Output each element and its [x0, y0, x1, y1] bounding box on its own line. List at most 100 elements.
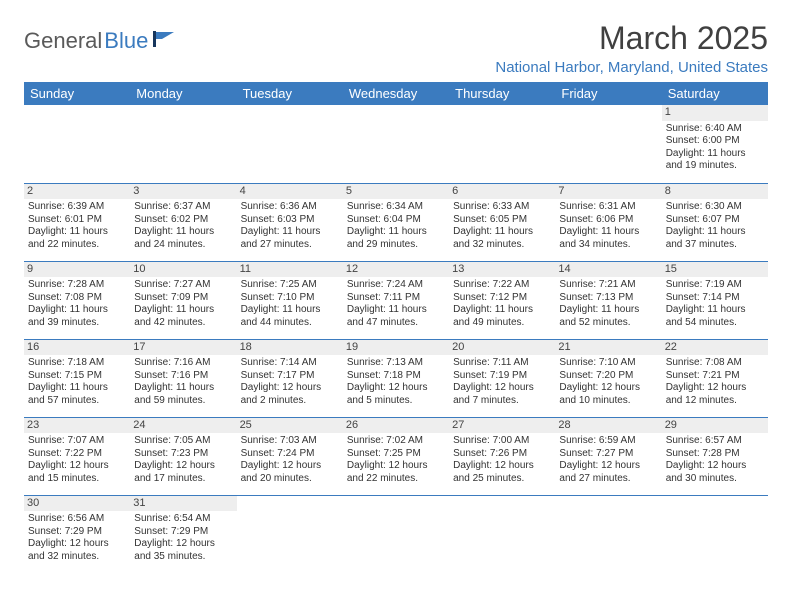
logo-flag-icon: [152, 29, 178, 54]
daylight-text: Daylight: 11 hours: [241, 304, 339, 317]
daylight-text: and 52 minutes.: [559, 317, 657, 330]
calendar-row: 30Sunrise: 6:56 AMSunset: 7:29 PMDayligh…: [24, 495, 768, 573]
sunrise-text: Sunrise: 7:13 AM: [347, 357, 445, 370]
daylight-text: Daylight: 11 hours: [666, 148, 764, 161]
day-number: 23: [24, 418, 130, 434]
daylight-text: Daylight: 12 hours: [241, 382, 339, 395]
sunrise-text: Sunrise: 7:21 AM: [559, 279, 657, 292]
daylight-text: and 7 minutes.: [453, 395, 551, 408]
weekday-header: Wednesday: [343, 82, 449, 105]
calendar-cell: 4Sunrise: 6:36 AMSunset: 6:03 PMDaylight…: [237, 183, 343, 261]
logo: General Blue: [24, 28, 178, 54]
sunrise-text: Sunrise: 6:39 AM: [28, 201, 126, 214]
logo-text-general: General: [24, 28, 102, 54]
day-number: 3: [130, 184, 236, 200]
calendar-cell: 19Sunrise: 7:13 AMSunset: 7:18 PMDayligh…: [343, 339, 449, 417]
daylight-text: and 47 minutes.: [347, 317, 445, 330]
calendar-cell: 1Sunrise: 6:40 AMSunset: 6:00 PMDaylight…: [662, 105, 768, 183]
day-number: 31: [130, 496, 236, 512]
daylight-text: and 5 minutes.: [347, 395, 445, 408]
day-number: 7: [555, 184, 661, 200]
daylight-text: and 2 minutes.: [241, 395, 339, 408]
sunset-text: Sunset: 7:28 PM: [666, 448, 764, 461]
daylight-text: Daylight: 11 hours: [28, 304, 126, 317]
daylight-text: and 10 minutes.: [559, 395, 657, 408]
day-number: 25: [237, 418, 343, 434]
sunrise-text: Sunrise: 6:36 AM: [241, 201, 339, 214]
day-number: 9: [24, 262, 130, 278]
sunrise-text: Sunrise: 6:31 AM: [559, 201, 657, 214]
day-number: 4: [237, 184, 343, 200]
daylight-text: and 19 minutes.: [666, 160, 764, 173]
sunset-text: Sunset: 7:27 PM: [559, 448, 657, 461]
sunset-text: Sunset: 7:13 PM: [559, 292, 657, 305]
sunset-text: Sunset: 7:24 PM: [241, 448, 339, 461]
calendar-cell-empty: [237, 495, 343, 573]
day-number: 2: [24, 184, 130, 200]
sunset-text: Sunset: 6:06 PM: [559, 214, 657, 227]
calendar-cell: 16Sunrise: 7:18 AMSunset: 7:15 PMDayligh…: [24, 339, 130, 417]
daylight-text: Daylight: 12 hours: [28, 538, 126, 551]
daylight-text: and 32 minutes.: [453, 239, 551, 252]
sunrise-text: Sunrise: 7:18 AM: [28, 357, 126, 370]
day-number: 20: [449, 340, 555, 356]
sunset-text: Sunset: 7:14 PM: [666, 292, 764, 305]
day-number: 22: [662, 340, 768, 356]
day-number: 21: [555, 340, 661, 356]
sunrise-text: Sunrise: 6:56 AM: [28, 513, 126, 526]
calendar-cell: 2Sunrise: 6:39 AMSunset: 6:01 PMDaylight…: [24, 183, 130, 261]
weekday-header: Tuesday: [237, 82, 343, 105]
daylight-text: and 24 minutes.: [134, 239, 232, 252]
sunset-text: Sunset: 7:26 PM: [453, 448, 551, 461]
sunrise-text: Sunrise: 6:59 AM: [559, 435, 657, 448]
sunset-text: Sunset: 7:23 PM: [134, 448, 232, 461]
daylight-text: and 42 minutes.: [134, 317, 232, 330]
daylight-text: and 15 minutes.: [28, 473, 126, 486]
day-number: 30: [24, 496, 130, 512]
calendar-cell: 8Sunrise: 6:30 AMSunset: 6:07 PMDaylight…: [662, 183, 768, 261]
sunrise-text: Sunrise: 6:33 AM: [453, 201, 551, 214]
day-number: 29: [662, 418, 768, 434]
sunset-text: Sunset: 7:21 PM: [666, 370, 764, 383]
daylight-text: Daylight: 12 hours: [134, 538, 232, 551]
daylight-text: and 20 minutes.: [241, 473, 339, 486]
day-number: 12: [343, 262, 449, 278]
day-number: 27: [449, 418, 555, 434]
weekday-row: SundayMondayTuesdayWednesdayThursdayFrid…: [24, 82, 768, 105]
sunrise-text: Sunrise: 6:57 AM: [666, 435, 764, 448]
daylight-text: Daylight: 11 hours: [559, 226, 657, 239]
day-number: 15: [662, 262, 768, 278]
weekday-header: Sunday: [24, 82, 130, 105]
weekday-header: Monday: [130, 82, 236, 105]
daylight-text: and 30 minutes.: [666, 473, 764, 486]
day-number: 14: [555, 262, 661, 278]
daylight-text: Daylight: 12 hours: [453, 382, 551, 395]
daylight-text: and 37 minutes.: [666, 239, 764, 252]
daylight-text: Daylight: 11 hours: [134, 304, 232, 317]
logo-text-blue: Blue: [104, 28, 148, 54]
day-number: 26: [343, 418, 449, 434]
calendar-cell: 12Sunrise: 7:24 AMSunset: 7:11 PMDayligh…: [343, 261, 449, 339]
calendar-row: 1Sunrise: 6:40 AMSunset: 6:00 PMDaylight…: [24, 105, 768, 183]
daylight-text: and 44 minutes.: [241, 317, 339, 330]
sunset-text: Sunset: 7:29 PM: [134, 526, 232, 539]
calendar-row: 2Sunrise: 6:39 AMSunset: 6:01 PMDaylight…: [24, 183, 768, 261]
daylight-text: Daylight: 12 hours: [347, 460, 445, 473]
sunset-text: Sunset: 6:02 PM: [134, 214, 232, 227]
sunrise-text: Sunrise: 6:37 AM: [134, 201, 232, 214]
calendar-cell: 15Sunrise: 7:19 AMSunset: 7:14 PMDayligh…: [662, 261, 768, 339]
daylight-text: Daylight: 11 hours: [666, 226, 764, 239]
daylight-text: Daylight: 11 hours: [666, 304, 764, 317]
sunrise-text: Sunrise: 6:34 AM: [347, 201, 445, 214]
calendar-table: SundayMondayTuesdayWednesdayThursdayFrid…: [24, 82, 768, 573]
day-number: 11: [237, 262, 343, 278]
title-block: March 2025 National Harbor, Maryland, Un…: [495, 20, 768, 76]
daylight-text: Daylight: 12 hours: [666, 382, 764, 395]
sunset-text: Sunset: 7:11 PM: [347, 292, 445, 305]
sunrise-text: Sunrise: 7:24 AM: [347, 279, 445, 292]
sunrise-text: Sunrise: 6:54 AM: [134, 513, 232, 526]
calendar-head: SundayMondayTuesdayWednesdayThursdayFrid…: [24, 82, 768, 105]
calendar-cell: 13Sunrise: 7:22 AMSunset: 7:12 PMDayligh…: [449, 261, 555, 339]
daylight-text: Daylight: 11 hours: [453, 304, 551, 317]
calendar-cell: 24Sunrise: 7:05 AMSunset: 7:23 PMDayligh…: [130, 417, 236, 495]
